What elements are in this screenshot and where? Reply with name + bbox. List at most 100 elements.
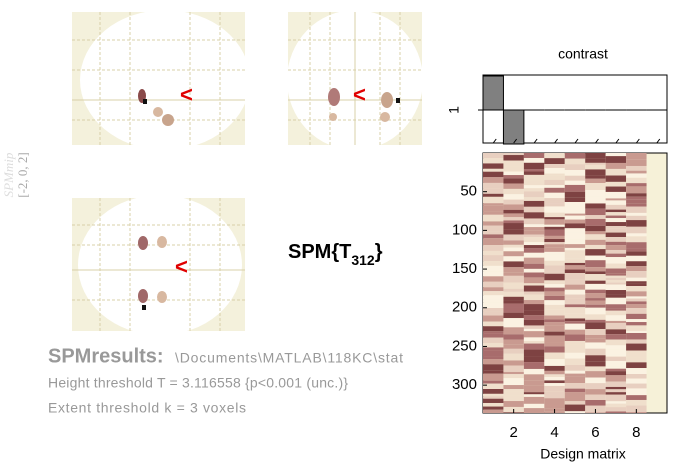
y-tick-label: 150	[452, 260, 477, 277]
matrix-stripe	[544, 198, 564, 201]
matrix-stripe	[626, 271, 646, 278]
matrix-stripe	[565, 374, 585, 377]
matrix-stripe	[626, 178, 646, 183]
matrix-stripe	[626, 193, 646, 196]
matrix-stripe	[626, 256, 646, 261]
matrix-stripe	[626, 171, 646, 174]
matrix-stripe	[565, 181, 585, 185]
matrix-stripe	[524, 329, 544, 331]
matrix-stripe	[544, 248, 564, 252]
matrix-stripe	[483, 221, 503, 225]
matrix-stripe	[626, 166, 646, 171]
matrix-stripe	[565, 295, 585, 299]
matrix-stripe	[565, 347, 585, 352]
matrix-stripe	[565, 307, 585, 313]
matrix-stripe	[585, 249, 605, 255]
spm-results-window: < < < SPMmip [-2, 0, 2] SPM{T312} SPMres…	[0, 0, 699, 468]
matrix-stripe	[483, 215, 503, 222]
matrix-stripe	[503, 234, 523, 240]
matrix-stripe	[626, 379, 646, 384]
matrix-stripe	[503, 172, 523, 176]
matrix-stripe	[585, 389, 605, 395]
matrix-stripe	[585, 378, 605, 381]
matrix-stripe	[524, 295, 544, 300]
matrix-stripe	[565, 298, 585, 304]
matrix-stripe	[524, 185, 544, 188]
matrix-stripe	[606, 401, 626, 403]
matrix-stripe	[606, 371, 626, 375]
matrix-stripe	[544, 398, 564, 405]
matrix-stripe	[626, 362, 646, 368]
matrix-stripe	[544, 206, 564, 212]
stat-title: SPM{T312}	[288, 241, 383, 267]
matrix-stripe	[503, 395, 523, 401]
matrix-stripe	[503, 194, 523, 199]
matrix-stripe	[565, 341, 585, 344]
matrix-stripe	[626, 242, 646, 248]
matrix-stripe	[565, 185, 585, 192]
matrix-stripe	[565, 344, 585, 347]
matrix-stripe	[626, 325, 646, 327]
matrix-stripe	[524, 264, 544, 269]
matrix-stripe	[483, 333, 503, 337]
matrix-stripe	[503, 273, 523, 276]
matrix-stripe	[544, 284, 564, 288]
matrix-stripe	[503, 285, 523, 289]
matrix-stripe	[626, 368, 646, 374]
matrix-stripe	[544, 204, 564, 207]
y-tick-label: 250	[452, 337, 477, 354]
matrix-stripe	[565, 233, 585, 239]
matrix-stripe	[565, 202, 585, 207]
matrix-stripe	[585, 308, 605, 315]
matrix-stripe	[585, 163, 605, 165]
matrix-stripe	[524, 397, 544, 404]
matrix-stripe	[524, 362, 544, 369]
matrix-stripe	[606, 205, 626, 210]
matrix-stripe	[585, 245, 605, 249]
matrix-stripe	[503, 318, 523, 321]
matrix-stripe	[585, 256, 605, 261]
matrix-stripe	[524, 248, 544, 252]
matrix-stripe	[565, 324, 585, 330]
matrix-stripe	[544, 380, 564, 383]
matrix-stripe	[524, 394, 544, 397]
matrix-stripe	[626, 331, 646, 333]
matrix-stripe	[483, 308, 503, 311]
matrix-stripe	[565, 285, 585, 290]
matrix-stripe	[503, 220, 523, 223]
matrix-stripe	[524, 191, 544, 197]
matrix-stripe	[606, 278, 626, 280]
matrix-stripe	[565, 290, 585, 295]
matrix-stripe	[626, 283, 646, 286]
matrix-stripe	[483, 316, 503, 322]
matrix-stripe	[606, 237, 626, 242]
matrix-stripe	[626, 299, 646, 302]
matrix-stripe	[503, 175, 523, 178]
matrix-stripe	[524, 158, 544, 163]
matrix-stripe	[524, 350, 544, 357]
matrix-stripe	[585, 320, 605, 323]
matrix-stripe	[524, 404, 544, 408]
matrix-stripe	[483, 357, 503, 359]
matrix-stripe	[483, 396, 503, 398]
matrix-stripe	[606, 345, 626, 350]
matrix-stripe	[626, 197, 646, 200]
matrix-stripe	[606, 218, 626, 222]
matrix-stripe	[544, 274, 564, 281]
contrast-bar	[503, 110, 523, 144]
matrix-stripe	[585, 209, 605, 215]
matrix-stripe	[585, 301, 605, 305]
matrix-stripe	[524, 153, 544, 158]
matrix-stripe	[626, 227, 646, 234]
matrix-stripe	[483, 163, 503, 168]
matrix-stripe	[606, 226, 626, 228]
matrix-stripe	[524, 272, 544, 277]
matrix-stripe	[524, 181, 544, 186]
matrix-stripe	[524, 286, 544, 292]
matrix-stripe	[606, 392, 626, 395]
matrix-stripe	[585, 176, 605, 179]
matrix-stripe	[524, 224, 544, 227]
mip-axial	[72, 195, 245, 335]
matrix-stripe	[606, 290, 626, 295]
matrix-stripe	[565, 228, 585, 233]
